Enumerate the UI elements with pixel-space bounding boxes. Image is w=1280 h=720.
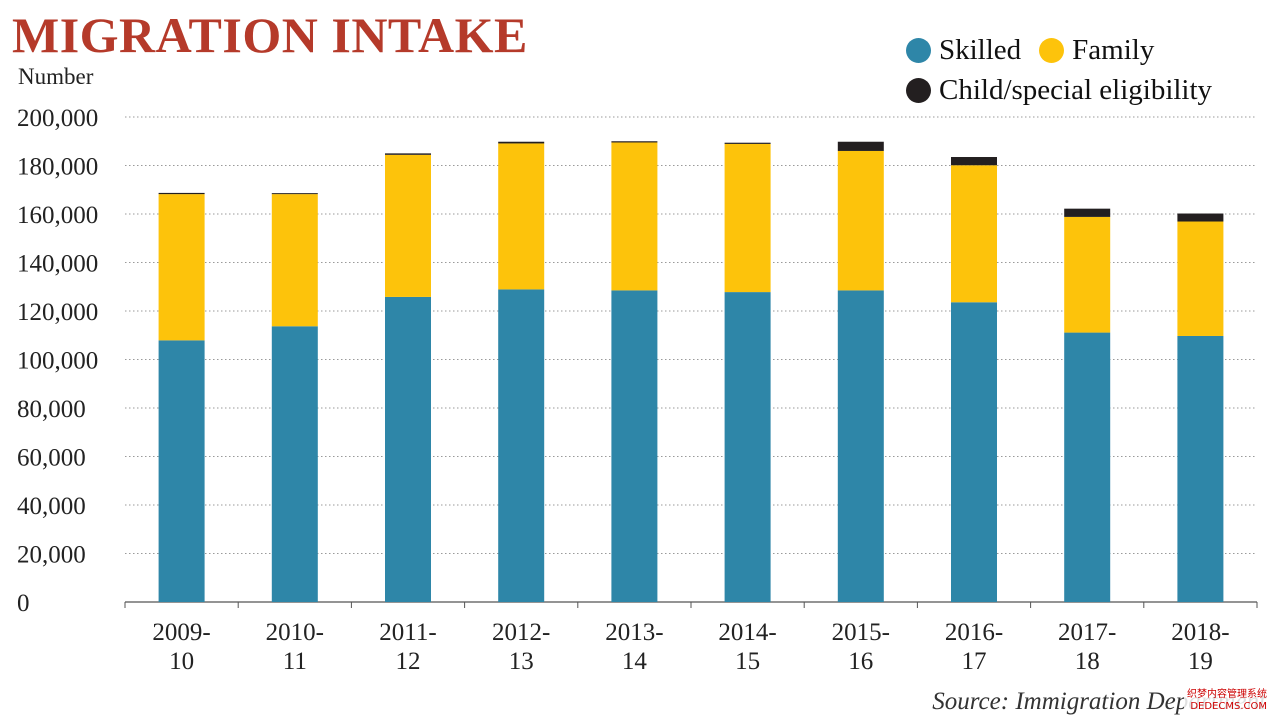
y-tick-label: 200,000 xyxy=(17,105,98,132)
bar-child xyxy=(724,142,771,144)
legend-label-family: Family xyxy=(1072,33,1155,66)
legend: Skilled Family Child/special eligibility xyxy=(906,30,1230,110)
x-tick-label: 2014-15 xyxy=(718,619,776,675)
legend-item-child: Child/special eligibility xyxy=(906,74,1212,107)
bar-family xyxy=(498,143,545,290)
legend-label-child: Child/special eligibility xyxy=(939,73,1213,106)
bar-child xyxy=(1177,213,1224,222)
bar-skilled xyxy=(498,289,545,602)
bar-skilled xyxy=(385,296,431,602)
bar-skilled xyxy=(951,302,997,602)
x-tick-label: 2016-17 xyxy=(945,619,1003,675)
y-tick-label: 0 xyxy=(17,590,30,617)
legend-swatch-family xyxy=(1039,37,1065,63)
x-tick-label: 2012-13 xyxy=(492,619,550,675)
bar-child xyxy=(158,192,205,195)
y-tick-label: 180,000 xyxy=(17,154,98,181)
bar-child xyxy=(951,157,997,166)
y-tick-label: 100,000 xyxy=(17,348,98,375)
bar-child xyxy=(271,193,318,195)
y-axis-label: Number xyxy=(18,64,94,89)
bar-skilled xyxy=(158,340,205,602)
bar-child xyxy=(837,141,884,151)
legend-item-skilled: Skilled xyxy=(906,34,1021,67)
y-tick-label: 160,000 xyxy=(17,202,98,229)
bar-skilled xyxy=(1177,335,1224,602)
legend-swatch-skilled xyxy=(906,37,931,63)
legend-swatch-child xyxy=(906,77,931,103)
bar-family xyxy=(271,194,318,327)
x-tick-label: 2011-12 xyxy=(379,619,436,675)
x-tick-label: 2015-16 xyxy=(832,619,890,675)
y-tick-label: 140,000 xyxy=(17,251,98,278)
bar-child xyxy=(611,141,658,143)
bar-family xyxy=(611,142,658,291)
watermark-logo: 织梦内容管理系统 DEDECMS.COM xyxy=(1184,688,1270,714)
x-tick-label: 2018-19 xyxy=(1171,619,1229,675)
bar-family xyxy=(385,154,431,297)
bar-family xyxy=(951,165,997,303)
x-tick-label: 2013-14 xyxy=(605,619,663,675)
legend-item-family: Family xyxy=(1039,34,1154,67)
bar-family xyxy=(158,194,205,341)
bar-skilled xyxy=(611,290,658,602)
bar-child xyxy=(1064,208,1111,217)
watermark-text-en: DEDECMS.COM xyxy=(1190,701,1267,712)
y-tick-label: 120,000 xyxy=(17,299,98,326)
watermark-text-cn: 织梦内容管理系统 xyxy=(1187,689,1267,700)
bar-skilled xyxy=(724,292,771,602)
bar-family xyxy=(1177,221,1224,336)
chart-title: MIGRATION INTAKE xyxy=(12,7,528,63)
x-tick-label: 2010-11 xyxy=(266,619,324,675)
bar-child xyxy=(385,153,431,155)
y-tick-label: 60,000 xyxy=(17,445,86,472)
y-tick-label: 20,000 xyxy=(17,542,86,569)
bar-family xyxy=(837,150,884,291)
bar-skilled xyxy=(837,290,884,602)
x-tick-label: 2017-18 xyxy=(1058,619,1116,675)
y-tick-label: 40,000 xyxy=(17,493,86,520)
x-tick-label: 2009-10 xyxy=(152,619,210,675)
legend-label-skilled: Skilled xyxy=(939,33,1022,66)
y-tick-label: 80,000 xyxy=(17,396,86,423)
bar-family xyxy=(724,143,771,293)
bar-family xyxy=(1064,216,1111,333)
bar-child xyxy=(498,141,545,144)
bar-skilled xyxy=(271,326,318,602)
bar-skilled xyxy=(1064,332,1111,602)
